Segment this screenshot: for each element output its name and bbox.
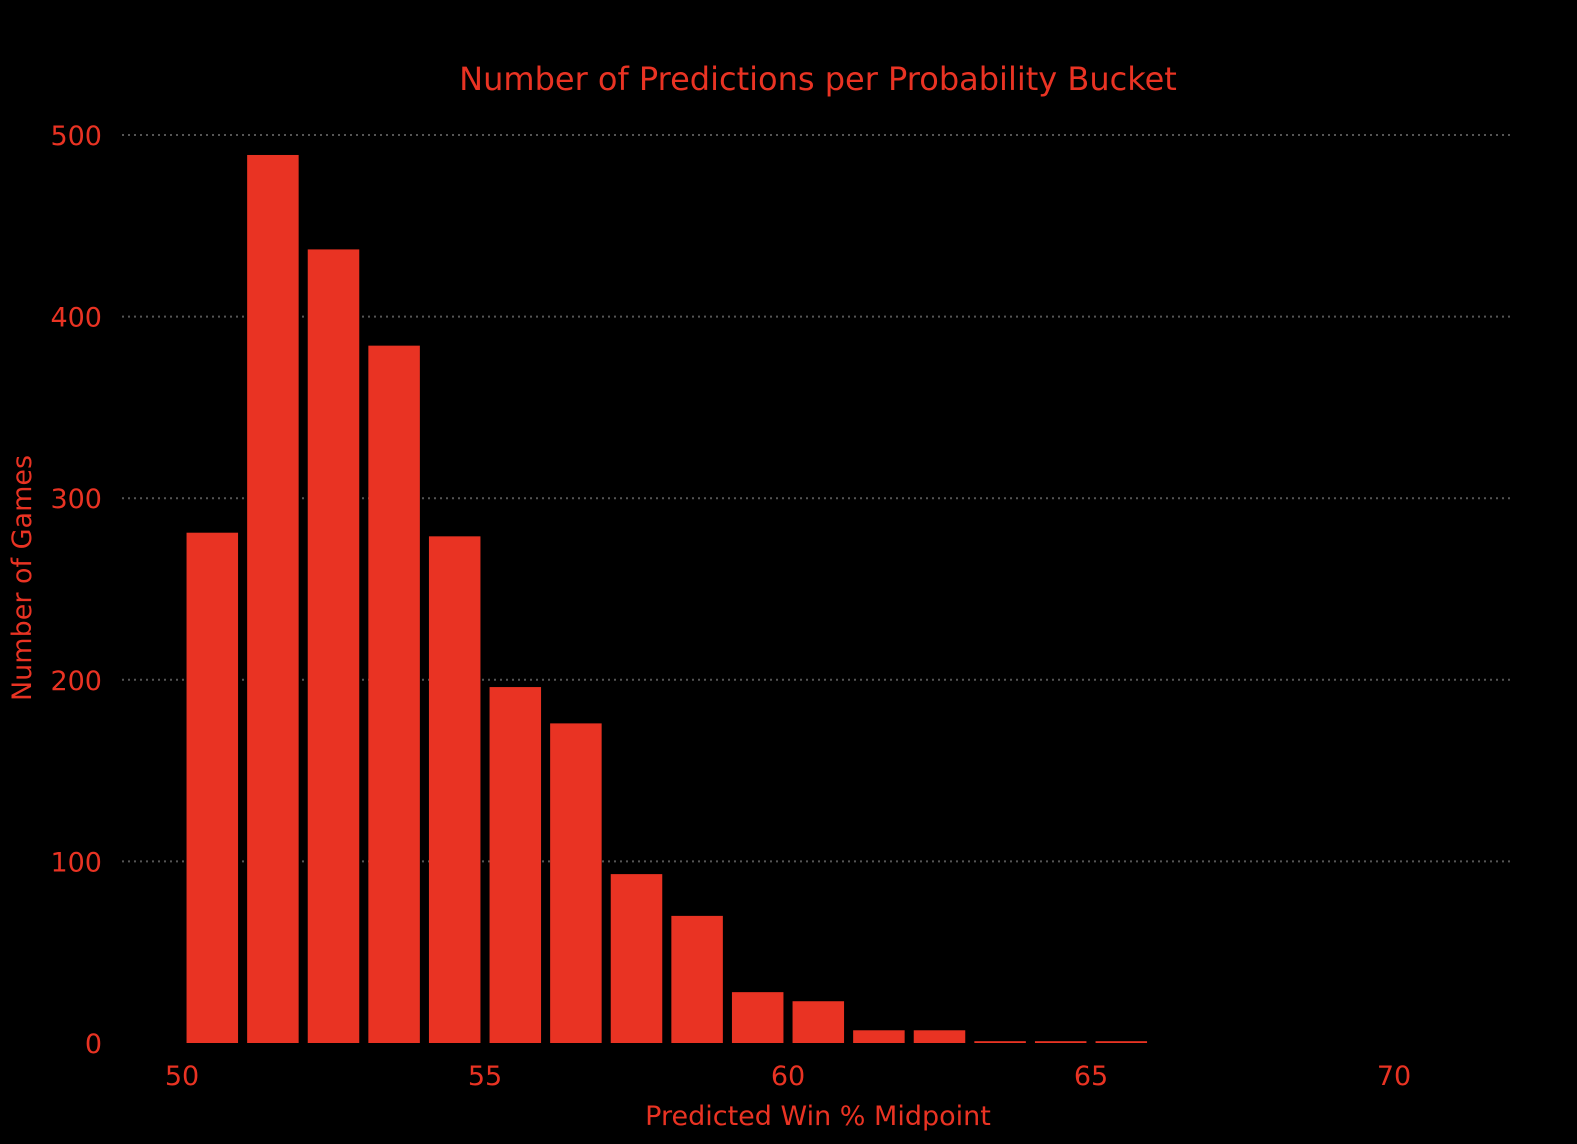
- x-tick-label: 50: [165, 1061, 199, 1092]
- bar: [974, 1041, 1026, 1043]
- bar: [913, 1030, 966, 1043]
- bar: [792, 1001, 845, 1043]
- bar: [368, 345, 420, 1043]
- bar: [428, 536, 481, 1043]
- y-tick-label: 500: [50, 121, 102, 152]
- bar: [1095, 1041, 1148, 1043]
- y-axis-label: Number of Games: [7, 455, 38, 701]
- y-tick-label: 100: [50, 847, 102, 878]
- bar: [1034, 1041, 1087, 1043]
- bar: [186, 532, 239, 1043]
- bar: [853, 1030, 905, 1043]
- bar: [247, 154, 299, 1043]
- bar: [550, 723, 602, 1043]
- x-tick-label: 55: [468, 1061, 502, 1092]
- x-tick-label: 70: [1377, 1061, 1411, 1092]
- bar: [610, 874, 663, 1043]
- y-tick-label: 0: [85, 1029, 102, 1060]
- bars: [186, 154, 1148, 1043]
- bar: [731, 992, 784, 1043]
- bar: [489, 687, 542, 1043]
- grid-lines: [122, 134, 1512, 863]
- x-axis-label: Predicted Win % Midpoint: [645, 1101, 991, 1132]
- y-axis-ticks: 0 100 200 300 400 500: [50, 121, 102, 1060]
- y-tick-label: 400: [50, 303, 102, 334]
- x-tick-label: 65: [1074, 1061, 1108, 1092]
- y-tick-label: 200: [50, 666, 102, 697]
- x-axis-ticks: 50 55 60 65 70: [165, 1061, 1411, 1092]
- bar: [307, 249, 360, 1043]
- x-tick-label: 60: [771, 1061, 805, 1092]
- y-tick-label: 300: [50, 484, 102, 515]
- bar: [671, 915, 723, 1043]
- chart-title: Number of Predictions per Probability Bu…: [459, 60, 1177, 98]
